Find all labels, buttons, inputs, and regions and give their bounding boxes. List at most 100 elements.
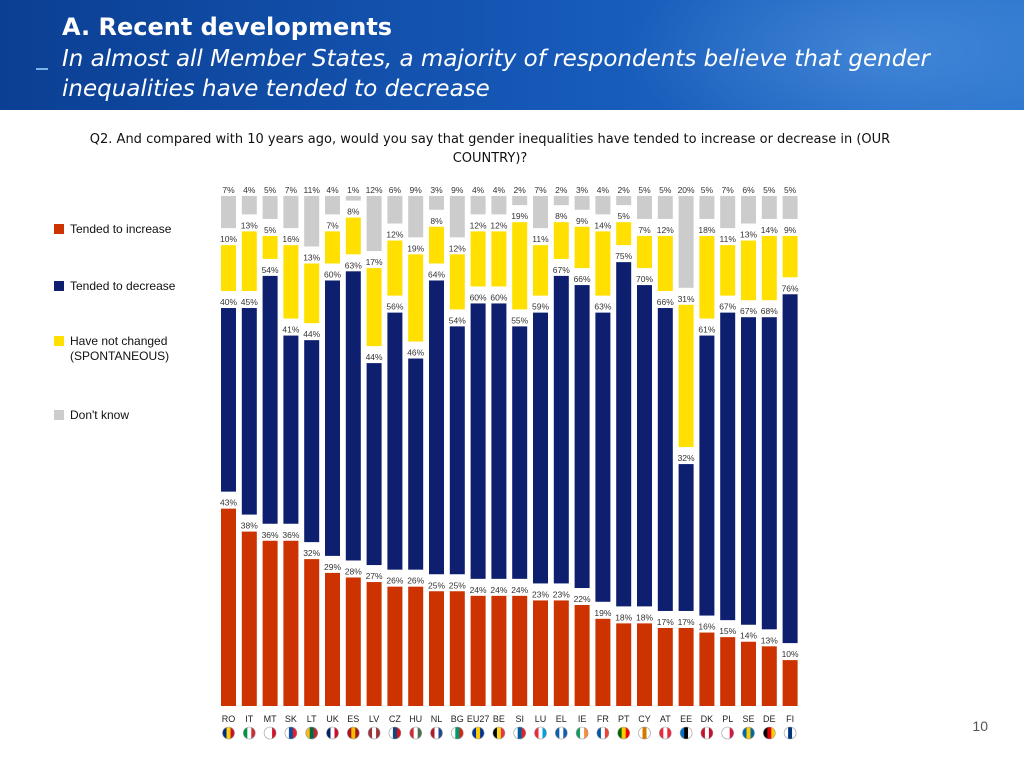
label-increase-uk: 29% [324,562,341,572]
label-decrease-it: 45% [241,297,258,307]
flag-stripe [472,727,477,739]
label-not-changed-bg: 12% [449,243,466,253]
bar-dont-know-se [741,196,756,224]
bar-not-changed-at [657,235,673,292]
bar-dont-know-at [657,196,673,219]
bar-not-changed-eu27 [470,231,486,287]
bar-dont-know-lv [366,196,382,252]
bar-not-changed-pt [616,222,632,246]
category-label-ie: IE [578,714,587,724]
label-decrease-se: 67% [740,306,757,316]
flag-stripe [700,727,706,739]
category-label-at: AT [660,714,671,724]
legend-swatch-dont-know [54,410,64,420]
bar-increase-pl [720,637,736,706]
flag-stripe [563,727,568,739]
label-decrease-lv: 44% [366,352,383,362]
bar-decrease-fr [595,312,611,602]
flag-icon-uk [326,727,339,739]
bar-not-changed-ie [574,226,590,269]
label-dont-know-lt: 11% [304,185,321,195]
flag-stripe [621,727,626,739]
bar-dont-know-ee [678,196,694,288]
category-label-lv: LV [369,714,379,724]
bar-not-changed-hu [408,254,424,342]
label-decrease-fr: 63% [594,302,611,312]
flag-stripe [534,727,539,739]
bar-decrease-de [761,317,777,630]
bar-dont-know-uk [325,196,340,215]
flag-border-eu27 [471,726,485,740]
bar-decrease-pl [720,312,736,621]
flag-stripe [268,727,273,739]
flag-stripe [451,727,456,739]
bar-not-changed-fr [595,231,611,296]
flag-stripe [313,727,318,739]
flag-stripe [455,727,460,739]
category-label-mt: MT [264,714,277,724]
flag-border-bg [450,726,464,740]
bar-dont-know-cz [387,196,403,224]
label-dont-know-nl: 3% [430,185,443,195]
bar-increase-pt [616,623,632,706]
bar-decrease-dk [699,335,715,616]
bar-not-changed-bg [449,254,465,310]
label-not-changed-eu27: 12% [470,220,487,230]
bar-not-changed-mt [262,235,278,259]
flag-stripe [284,727,290,739]
bar-increase-es [345,577,361,706]
category-label-fi: FI [786,714,794,724]
label-increase-mt: 36% [262,530,279,540]
category-label-si: SI [515,714,524,724]
bar-increase-uk [325,572,340,706]
flag-icon-mt [264,727,277,739]
label-decrease-es: 63% [345,260,362,270]
category-label-eu27: EU27 [467,714,490,724]
flag-border-dk [700,726,714,740]
flag-icon-hu [409,727,422,739]
category-label-bg: BG [451,714,464,724]
legend-swatch-increase [54,224,64,234]
flag-icon-ee [680,727,693,739]
label-increase-es: 28% [345,566,362,576]
bar-increase-ee [678,627,694,706]
bar-not-changed-be [491,231,507,287]
flag-border-fi [783,726,797,740]
label-dont-know-dk: 5% [701,185,714,195]
category-label-cy: CY [638,714,651,724]
bar-decrease-ie [574,285,590,589]
flag-stripe [750,727,755,739]
label-decrease-lt: 44% [303,329,320,339]
flag-stripe [517,727,522,739]
flag-border-ro [222,726,235,740]
bar-decrease-lt [304,340,320,543]
bar-increase-cy [637,623,652,706]
bar-dont-know-cy [637,196,652,219]
label-not-changed-si: 19% [511,211,528,221]
bar-increase-fi [782,660,798,706]
bar-increase-lv [366,582,382,706]
bar-dont-know-fr [595,196,611,215]
flag-stripe [272,727,277,739]
flag-border-ie [575,726,589,740]
label-increase-eu27: 24% [470,585,487,595]
flag-stripe [392,727,398,739]
bar-decrease-ee [678,464,694,611]
flag-icon-dk [700,727,713,739]
flag-stripe [351,727,356,739]
label-dont-know-cz: 6% [389,185,402,195]
label-decrease-nl: 64% [428,269,445,279]
label-dont-know-ee: 20% [678,185,695,195]
flag-stripe [409,727,414,739]
flag-border-it [243,726,256,740]
bar-increase-de [761,646,777,706]
flag-stripe [247,727,252,739]
flag-border-lv [367,726,381,740]
flag-stripe [413,727,418,739]
legend-label-dont-know: Don't know [70,408,129,422]
label-not-changed-at: 12% [657,225,674,235]
label-increase-ee: 17% [678,617,695,627]
legend-swatch-decrease [54,281,64,291]
survey-question: Q2. And compared with 10 years ago, woul… [89,132,891,166]
